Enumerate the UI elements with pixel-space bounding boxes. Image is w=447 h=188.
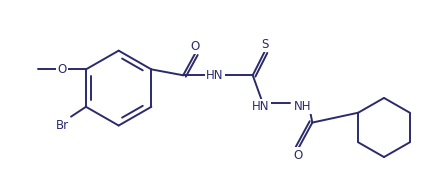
Text: NH: NH xyxy=(294,100,311,113)
Text: O: O xyxy=(58,63,67,76)
Text: O: O xyxy=(294,149,303,161)
Text: O: O xyxy=(190,40,200,53)
Text: S: S xyxy=(261,38,268,51)
Text: HN: HN xyxy=(252,100,270,113)
Text: HN: HN xyxy=(206,69,224,82)
Text: Br: Br xyxy=(55,119,69,132)
